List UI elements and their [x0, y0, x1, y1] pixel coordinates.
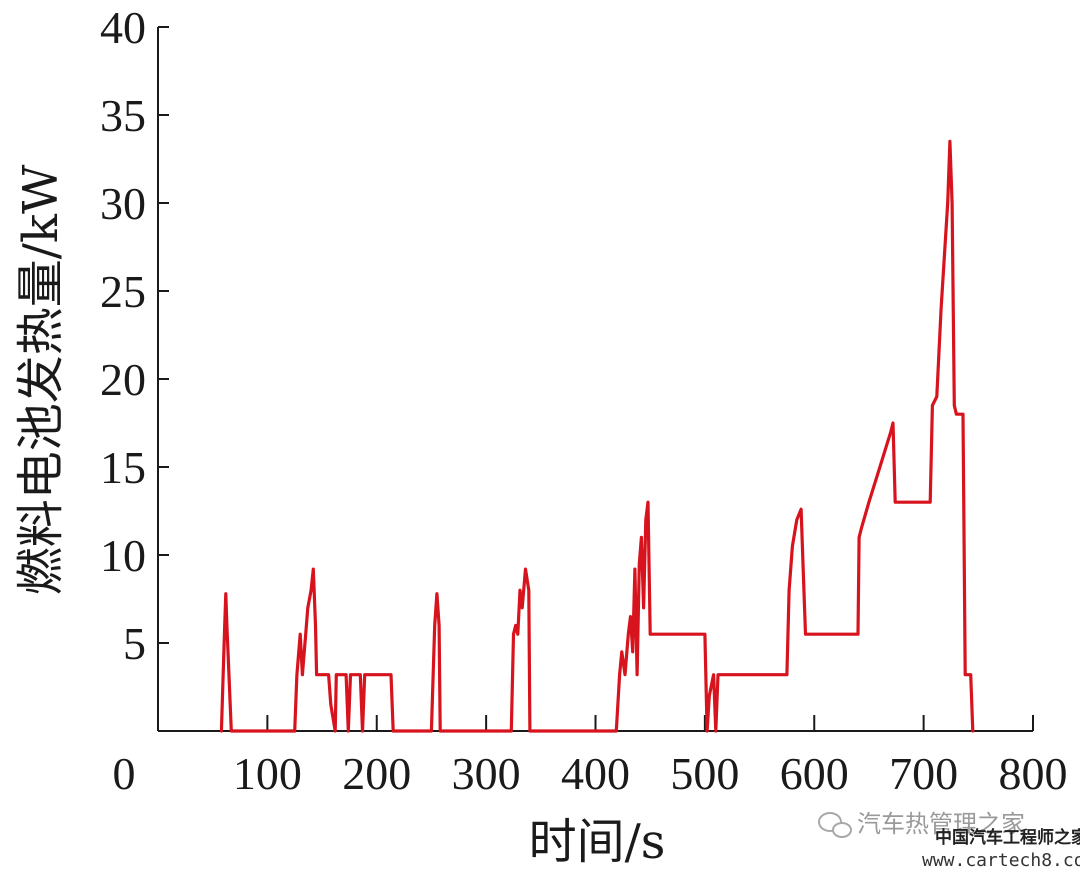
y-tick-label: 30 [100, 178, 146, 229]
series-line-1 [219, 139, 975, 733]
x-tick-label: 700 [889, 748, 958, 799]
watermark-title: 汽车热管理之家 [857, 810, 1025, 838]
series-layer [219, 139, 975, 733]
x-tick-label: 300 [452, 748, 521, 799]
x-axis-ticks: 0 100 200 300 400 500 600 700 800 [113, 715, 1068, 799]
x-tick-label: 0 [113, 748, 136, 799]
y-tick-label: 35 [100, 90, 146, 141]
x-tick-label: 500 [670, 748, 739, 799]
x-tick-label: 600 [780, 748, 849, 799]
y-tick-label: 10 [100, 530, 146, 581]
y-tick-label: 15 [100, 442, 146, 493]
x-tick-label: 200 [342, 748, 411, 799]
axes [157, 27, 1033, 732]
watermark: 汽车热管理之家 中国汽车工程师之家 www.cartech8.com [818, 810, 1080, 871]
y-tick-label: 5 [123, 618, 146, 669]
y-tick-label: 25 [100, 266, 146, 317]
x-axis-title: 时间/s [529, 814, 666, 870]
wechat-icon [818, 812, 852, 838]
x-tick-label: 400 [561, 748, 630, 799]
x-tick-label: 100 [233, 748, 302, 799]
watermark-subtitle: 中国汽车工程师之家 [935, 827, 1080, 848]
x-tick-label: 800 [999, 748, 1068, 799]
y-axis-title: 燃料电池发热量/kW [13, 164, 69, 595]
y-tick-label: 20 [100, 354, 146, 405]
y-tick-label: 40 [100, 2, 146, 53]
y-axis-ticks: 5 10 15 20 25 30 35 40 [100, 2, 169, 669]
watermark-url: www.cartech8.com [922, 850, 1080, 871]
